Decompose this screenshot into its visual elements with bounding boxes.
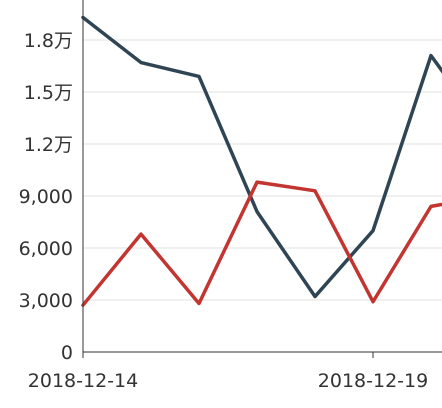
- y-tick-label-15000: 1.5万: [24, 82, 73, 104]
- y-tick-label-9000: 9,000: [19, 186, 73, 208]
- x-ticks: 2018-12-14 2018-12-19: [28, 352, 428, 392]
- y-tick-label-0: 0: [61, 342, 73, 364]
- x-tick-label-2018-12-19: 2018-12-19: [318, 370, 428, 392]
- grid-lines: [83, 39, 442, 301]
- y-tick-label-6000: 6,000: [19, 238, 73, 260]
- y-tick-label-12000: 1.2万: [24, 134, 73, 156]
- y-tick-label-18000: 1.8万: [24, 30, 73, 52]
- series-line-1: [81, 180, 442, 307]
- series-lines: [81, 15, 442, 307]
- y-tick-label-3000: 3,000: [19, 290, 73, 312]
- y-tick-labels: 0 3,000 6,000 9,000 1.2万 1.5万 1.8万: [19, 30, 73, 364]
- series-line-0: [81, 15, 442, 299]
- x-tick-label-2018-12-14: 2018-12-14: [28, 370, 138, 392]
